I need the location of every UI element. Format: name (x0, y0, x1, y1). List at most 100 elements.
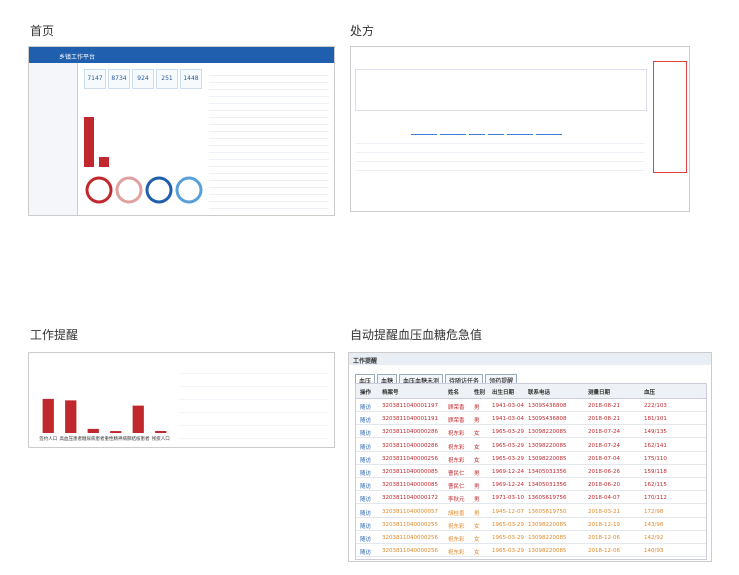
table-cell: 1945-12-07 (492, 508, 524, 515)
sidebar (29, 63, 78, 215)
table-cell: 1941-03-04 (492, 403, 524, 409)
rings (85, 176, 203, 204)
table-cell: 170/112 (644, 495, 667, 502)
row-line (356, 437, 706, 439)
table-cell: 13095436808 (528, 403, 567, 409)
stat-value: 1448 (180, 69, 202, 89)
table-cell: 13405031356 (528, 482, 567, 489)
table-cell: 随访 (360, 405, 372, 411)
table-cell: 3203811040001191 (382, 416, 438, 423)
table-cell: 男 (474, 405, 480, 411)
table-cell: 2018-06-20 (588, 482, 620, 489)
table-cell: 2018-04-07 (588, 495, 620, 502)
table-cell: 143/96 (644, 521, 664, 528)
table-cell: 顾荣香 (448, 405, 465, 411)
table-cell: 1965-03-29 (492, 535, 524, 541)
table-cell: 3203811040000256 (382, 535, 438, 541)
table-cell: 女 (474, 431, 480, 438)
table-cell: 曹民仁 (448, 471, 465, 477)
table-cell: 祝东彩 (448, 523, 465, 530)
table-cell: 女 (474, 550, 480, 557)
list-panel (209, 69, 329, 209)
table-cell: 李秋元 (448, 497, 465, 504)
panel-header (349, 353, 711, 365)
row-line (356, 543, 706, 544)
table-cell: 140/93 (644, 548, 664, 555)
table-cell: 13605619750 (528, 508, 567, 515)
side-list (179, 361, 329, 441)
table-cell: 3203811040000256 (382, 455, 438, 462)
table: 操作 档案号 姓名 性别 出生日期 联系电话 测量日期 血压 随访 320381104000119… (355, 383, 707, 560)
table-cell: 女 (474, 444, 480, 451)
row-line (356, 490, 706, 492)
table-cell: 3203811040000255 (382, 521, 438, 528)
chart-bar (84, 117, 94, 167)
prescription-screenshot: 处方保存打印处方退回作废处方模板调用处方 (350, 46, 690, 212)
table-cell: 2018-06-26 (588, 469, 620, 475)
section-title: 处方 (350, 24, 375, 38)
table-cell: 13098220085 (528, 442, 567, 449)
stat-value: 7147 (84, 69, 106, 89)
table-cell: 13098220085 (528, 535, 567, 541)
table-cell: 男 (474, 471, 480, 477)
stat-value: 924 (132, 69, 154, 89)
table-cell: 13098220085 (528, 548, 567, 555)
grid (355, 135, 645, 175)
row-line (356, 411, 706, 412)
table-cell: 172/98 (644, 508, 664, 515)
table-cell: 男 (474, 497, 480, 504)
column-header: 出生日期 (492, 390, 515, 396)
table-cell: 1965-03-29 (492, 442, 524, 449)
table-cell: 女 (474, 457, 480, 464)
table-cell: 随访 (360, 550, 372, 557)
table-cell: 随访 (360, 418, 372, 425)
alert-screenshot: 工作提醒 血压 血糖 血压血糖未测 待随访任务 领药提醒 操作 档案号 姓名 性别 出生日期 联系… (348, 352, 712, 562)
table-cell: 3203811040000172 (382, 495, 438, 502)
table-cell: 祝东彩 (448, 550, 465, 557)
chart-bar (99, 157, 109, 167)
table-cell: 女 (474, 537, 480, 543)
table-cell: 顾荣香 (448, 418, 465, 425)
row-line (356, 424, 706, 426)
table-cell: 随访 (360, 444, 372, 451)
table-cell: 男 (474, 510, 480, 517)
table-cell: 3203811040000085 (382, 469, 438, 475)
bar (155, 430, 167, 433)
panel-title: 工作提醒 (353, 358, 378, 365)
table-cell: 随访 (360, 471, 372, 477)
table-cell: 随访 (360, 457, 372, 464)
table-cell: 3203811040000256 (382, 548, 438, 555)
table-cell: 13098220085 (528, 429, 567, 436)
x-tick-label: 重性精神病 (105, 435, 128, 442)
table-cell: 142/92 (644, 535, 664, 541)
table-cell: 13095436808 (528, 416, 567, 423)
table-cell: 3203811040000085 (382, 482, 438, 489)
row-line (356, 516, 706, 518)
table-cell: 2018-12-19 (588, 521, 620, 528)
header-bar (29, 47, 334, 63)
column-header: 性别 (474, 390, 486, 396)
side-buttons (653, 61, 687, 173)
table-cell: 2018-12-06 (588, 535, 620, 541)
table-cell: 162/115 (644, 482, 667, 489)
table-cell: 159/118 (644, 469, 667, 475)
table-cell: 1965-03-29 (492, 521, 524, 528)
x-tick-label: 残疾人口 (152, 435, 170, 442)
table-cell: 祝东彩 (448, 537, 465, 543)
table-cell: 13098220085 (528, 455, 567, 462)
bar (65, 400, 77, 433)
table-cell: 1971-03-10 (492, 495, 524, 502)
x-tick-label: 糖尿病患者 (82, 435, 105, 442)
column-header: 档案号 (382, 390, 399, 396)
row-line (356, 529, 706, 531)
section-title: 自动提醒血压血糖危急值 (350, 328, 483, 342)
column-header: 操作 (360, 390, 372, 396)
table-cell: 2018-07-24 (588, 442, 620, 449)
bar (132, 405, 144, 433)
stat-value: 8734 (108, 69, 130, 89)
x-tick-label: 肺结核患者 (127, 435, 150, 442)
table-cell: 2018-07-04 (588, 455, 620, 462)
x-tick-label: 签约人口 (39, 435, 57, 442)
table-cell: 随访 (360, 497, 372, 504)
